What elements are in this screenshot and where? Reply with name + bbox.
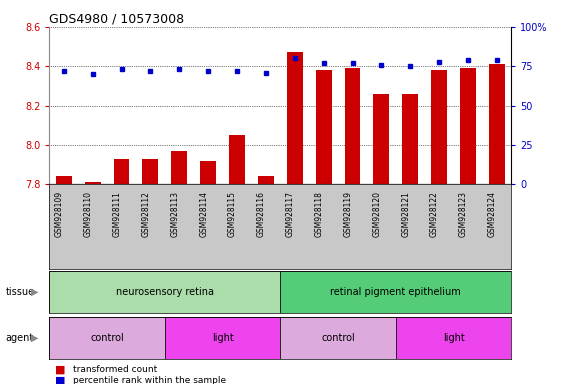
Text: GSM928111: GSM928111	[113, 191, 121, 237]
Text: ▶: ▶	[31, 333, 38, 343]
Bar	[374, 94, 389, 184]
Bar	[85, 182, 101, 184]
Text: GSM928124: GSM928124	[488, 191, 497, 237]
Text: light: light	[443, 333, 464, 343]
Text: GSM928123: GSM928123	[459, 191, 468, 237]
Text: GSM928122: GSM928122	[430, 191, 439, 237]
Bar	[345, 68, 360, 184]
Text: GSM928114: GSM928114	[199, 191, 208, 237]
Text: light: light	[211, 333, 234, 343]
Bar	[49, 317, 165, 359]
Text: GDS4980 / 10573008: GDS4980 / 10573008	[49, 13, 185, 26]
Text: ▶: ▶	[31, 287, 38, 297]
Text: neurosensory retina: neurosensory retina	[116, 287, 214, 297]
Text: GSM928117: GSM928117	[286, 191, 295, 237]
Text: GSM928109: GSM928109	[55, 191, 64, 237]
Text: control: control	[90, 333, 124, 343]
Bar	[460, 68, 476, 184]
Text: GSM928118: GSM928118	[315, 191, 324, 237]
Bar	[200, 161, 216, 184]
Bar	[56, 176, 72, 184]
Bar	[281, 317, 396, 359]
Bar	[315, 70, 332, 184]
Text: GSM928120: GSM928120	[372, 191, 381, 237]
Text: tissue: tissue	[6, 287, 35, 297]
Text: GSM928121: GSM928121	[401, 191, 410, 237]
Text: GSM928112: GSM928112	[141, 191, 150, 237]
Bar	[229, 135, 245, 184]
Bar	[171, 151, 187, 184]
Text: ■: ■	[55, 364, 66, 374]
Bar	[142, 159, 159, 184]
Text: GSM928113: GSM928113	[170, 191, 180, 237]
Text: transformed count: transformed count	[73, 365, 157, 374]
Text: GSM928119: GSM928119	[343, 191, 353, 237]
Bar	[49, 271, 281, 313]
Bar	[114, 159, 130, 184]
Text: ■: ■	[55, 375, 66, 384]
Text: percentile rank within the sample: percentile rank within the sample	[73, 376, 226, 384]
Text: agent: agent	[6, 333, 34, 343]
Bar	[431, 70, 447, 184]
Text: GSM928110: GSM928110	[84, 191, 93, 237]
Bar	[281, 271, 511, 313]
Text: retinal pigment epithelium: retinal pigment epithelium	[331, 287, 461, 297]
Bar	[287, 53, 303, 184]
Text: control: control	[321, 333, 355, 343]
Bar	[402, 94, 418, 184]
Bar	[489, 64, 505, 184]
Bar	[165, 317, 281, 359]
Text: GSM928116: GSM928116	[257, 191, 266, 237]
Text: GSM928115: GSM928115	[228, 191, 237, 237]
Bar	[396, 317, 511, 359]
Bar	[258, 176, 274, 184]
